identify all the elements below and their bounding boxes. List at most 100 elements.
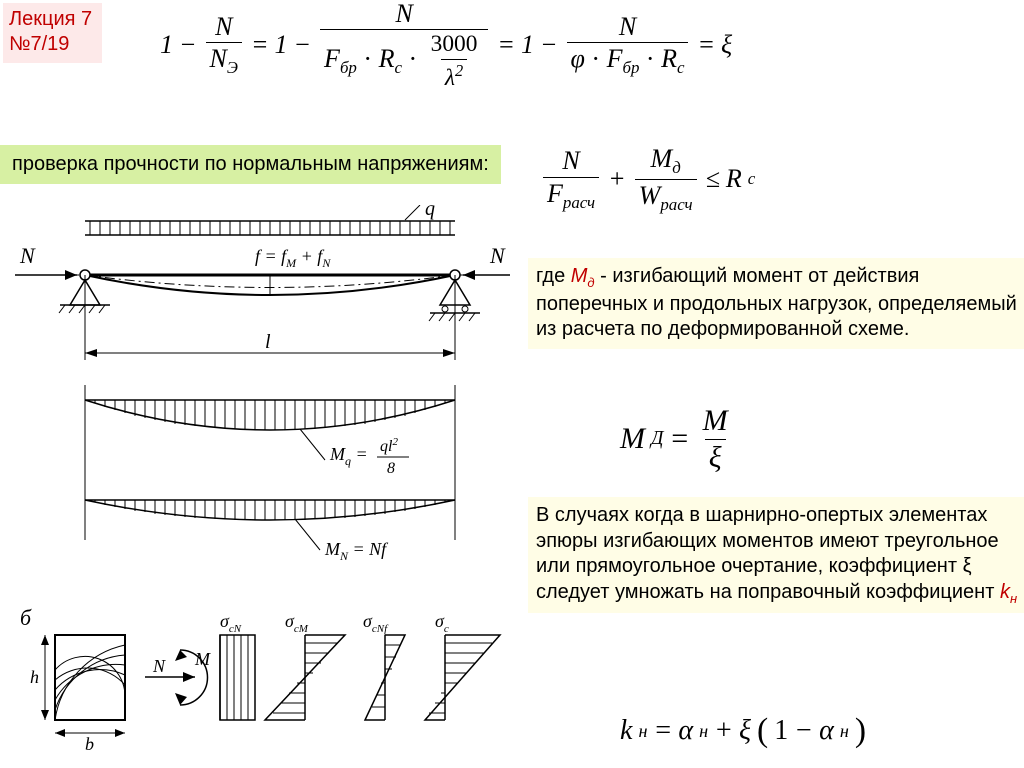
f1-frac2: N Fбр · Rc · 3000 λ2 (320, 0, 488, 90)
h-label: h (30, 667, 39, 687)
beam-diagram: q N N f = fM + fN l Mq = ql2 8 (5, 205, 510, 755)
f1-eq3: = (697, 30, 715, 60)
M-arrow-label: M (194, 649, 211, 669)
lecture-line1: Лекция 7 (9, 7, 92, 32)
f-eq: f = f (255, 246, 289, 266)
mq-epure: Mq = ql2 8 (85, 400, 455, 477)
mq-eq: = (351, 444, 368, 464)
sigma-cN: σcN (220, 611, 255, 720)
fkn-k: k (620, 715, 632, 747)
fkn-minus: − (794, 715, 813, 747)
N-arrow-label: N (152, 656, 166, 676)
fc-F: F (547, 179, 563, 208)
f1-Fbr: F (324, 44, 340, 73)
f1-xi: ξ (721, 30, 732, 60)
def-md: М (571, 265, 588, 287)
f1-Fbrsub: бр (340, 58, 357, 77)
f1-Rcsub: c (394, 58, 402, 77)
f1-minus1: − (179, 30, 197, 60)
fc-W: W (639, 181, 661, 210)
note-knsub: н (1010, 591, 1017, 606)
q-label: q (425, 205, 435, 220)
svg-text:σcM: σcM (285, 611, 309, 635)
svg-text:f = fM + fN: f = fM + fN (255, 246, 331, 270)
f1-one2: 1 (275, 30, 288, 60)
fc-Wsub: расч (660, 195, 692, 214)
fmd-eq: = (669, 422, 689, 456)
f-sub2: N (321, 256, 331, 270)
lecture-line2: №7/19 (9, 32, 92, 57)
fc-N: N (558, 147, 583, 176)
fkn-one: 1 (774, 715, 788, 747)
fkn-eq: = (653, 715, 672, 747)
fkn-asub2: н (840, 721, 849, 742)
N-right: N (489, 243, 506, 268)
mn-arrows: M N (145, 649, 211, 705)
mn-rhs: = Nf (348, 539, 389, 559)
sigma-cNf: σcNf (363, 611, 405, 720)
N-left: N (19, 243, 36, 268)
svg-text:MN = Nf: MN = Nf (324, 539, 389, 563)
def-post: - изгибающий момент от действия поперечн… (536, 265, 1017, 340)
formula-top: 1 − N NЭ = 1 − N Fбр · Rc · 3000 λ2 = 1 (160, 0, 732, 90)
f1-3000: 3000 (427, 32, 482, 59)
f1-Rc2: R (661, 44, 677, 73)
sigma-cM: σcM (265, 611, 345, 720)
fkn-a1: α (678, 715, 693, 747)
def-mdsub: д (587, 275, 594, 290)
note-box: В случаях когда в шарнирно-опертых элеме… (528, 497, 1024, 613)
f1-frac1: N NЭ (206, 13, 242, 77)
note-pre: В случаях когда в шарнирно-опертых элеме… (536, 504, 1000, 603)
f1-N2: N (392, 0, 417, 29)
svg-text:ql2: ql2 (380, 436, 398, 455)
def-pre: где (536, 265, 571, 287)
fkn-xi: ξ (739, 715, 751, 747)
b-dim-label: b (85, 734, 94, 754)
lecture-badge: Лекция 7 №7/19 (3, 3, 102, 63)
fmd-Mnum: M (699, 405, 732, 439)
f1-N3: N (615, 13, 640, 42)
fkn-rp: ) (855, 712, 866, 750)
svg-text:σcN: σcN (220, 611, 242, 635)
formula-md: MД = M ξ (620, 405, 735, 473)
f1-Rc: R (379, 44, 395, 73)
fkn-plus: + (714, 715, 733, 747)
s-cN-sub: cN (229, 623, 242, 635)
mq-M: M (329, 444, 346, 464)
b-cyrillic-label: б (20, 605, 32, 630)
fkn-asub1: н (699, 721, 708, 742)
f1-sq: 2 (455, 61, 463, 80)
f1-one: 1 (160, 30, 173, 60)
s-cM-sub: cM (294, 623, 309, 635)
fkn-lp: ( (757, 712, 768, 750)
fkn-a2: α (819, 715, 834, 747)
fkn-ksub: н (638, 721, 647, 742)
fmd-xi: ξ (705, 439, 726, 474)
mq-den: 8 (387, 460, 395, 477)
note-kn: k (1000, 581, 1010, 603)
f1-NE: N (210, 44, 227, 73)
f1-Fbr2: F (607, 44, 623, 73)
f1-phi: φ (571, 44, 585, 73)
f1-NEsub: Э (227, 58, 238, 77)
s-cNf-sub: cNf (372, 623, 389, 635)
fc-plus: + (608, 164, 626, 194)
fc-Rc: R (726, 164, 742, 194)
f1-Rcsub2: c (677, 58, 685, 77)
green-strip: проверка прочности по нормальным напряже… (0, 145, 501, 184)
mn-M: M (324, 539, 341, 559)
mq-num: ql (380, 438, 393, 455)
fc-Rcsub: c (748, 169, 756, 189)
svg-text:σcNf: σcNf (363, 611, 389, 635)
f1-eq2: = (497, 30, 515, 60)
f1-minus2: − (294, 30, 312, 60)
span-l: l (265, 331, 271, 353)
fmd-M: M (620, 422, 645, 456)
fc-Fsub: расч (563, 193, 595, 212)
s-c-sub: c (444, 623, 449, 635)
sigma-c: σc (425, 611, 500, 720)
formula-kn: kн = αн + ξ (1 − αн) (620, 712, 866, 750)
f1-frac3: N φ · Fбр · Rc (567, 13, 689, 77)
fmd-Msub: Д (651, 428, 663, 450)
fc-Md: M (651, 144, 673, 173)
